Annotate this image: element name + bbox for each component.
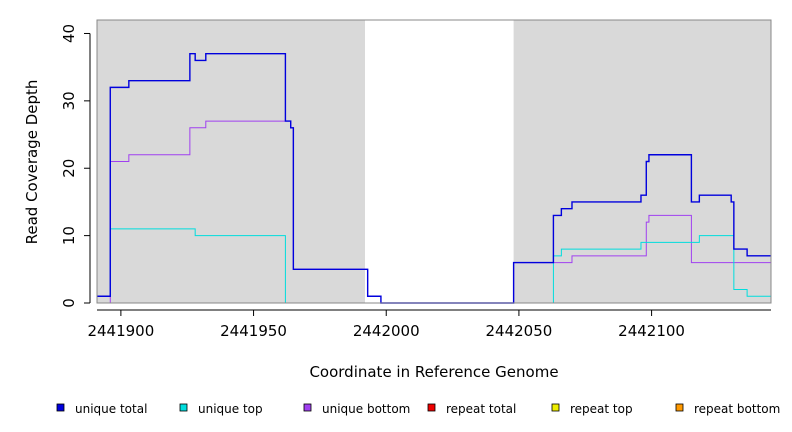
legend-swatch <box>303 403 312 412</box>
legend: unique total unique top unique bottom repea… <box>56 402 780 416</box>
series-line-unique-top <box>97 228 771 304</box>
y-tick-label: 40 <box>60 24 78 43</box>
legend-label: repeat bottom <box>694 402 780 416</box>
legend-item-repeat-top: repeat top <box>551 402 633 416</box>
y-axis: 0 10 20 30 40 <box>60 24 91 308</box>
legend-label: unique total <box>75 402 147 416</box>
legend-swatch <box>675 403 684 412</box>
legend-label: unique top <box>198 402 263 416</box>
x-tick-label: 2442050 <box>486 322 553 340</box>
legend-swatch <box>551 403 560 412</box>
shaded-regions <box>97 20 771 303</box>
legend-swatch <box>427 403 436 412</box>
y-tick-label: 0 <box>60 298 78 308</box>
legend-item-repeat-bottom: repeat bottom <box>675 402 780 416</box>
legend-label: repeat top <box>570 402 633 416</box>
shaded-region-1 <box>97 20 366 303</box>
legend-item-repeat-total: repeat total <box>427 402 516 416</box>
y-tick-label: 10 <box>60 226 78 245</box>
legend-item-unique-top: unique top <box>179 402 263 416</box>
x-tick-label: 2442000 <box>353 322 420 340</box>
legend-swatch <box>179 403 188 412</box>
x-tick-label: 2441900 <box>87 322 154 340</box>
legend-label: repeat total <box>446 402 516 416</box>
plot-frame <box>96 19 772 304</box>
y-tick-label: 30 <box>60 91 78 110</box>
x-tick-label: 2442100 <box>618 322 685 340</box>
legend-item-unique-total: unique total <box>56 402 147 416</box>
x-axis: 2441900 2441950 2442000 2442050 2442100 <box>87 309 771 340</box>
legend-swatch <box>56 403 65 412</box>
x-tick-label: 2441950 <box>220 322 287 340</box>
legend-item-unique-bottom: unique bottom <box>303 402 410 416</box>
y-tick-label: 20 <box>60 159 78 178</box>
series-line-unique-total <box>97 52 771 304</box>
shaded-region-2 <box>513 20 771 303</box>
x-axis-title: Coordinate in Reference Genome <box>309 363 558 381</box>
legend-label: unique bottom <box>322 402 410 416</box>
y-axis-title: Read Coverage Depth <box>23 80 41 245</box>
